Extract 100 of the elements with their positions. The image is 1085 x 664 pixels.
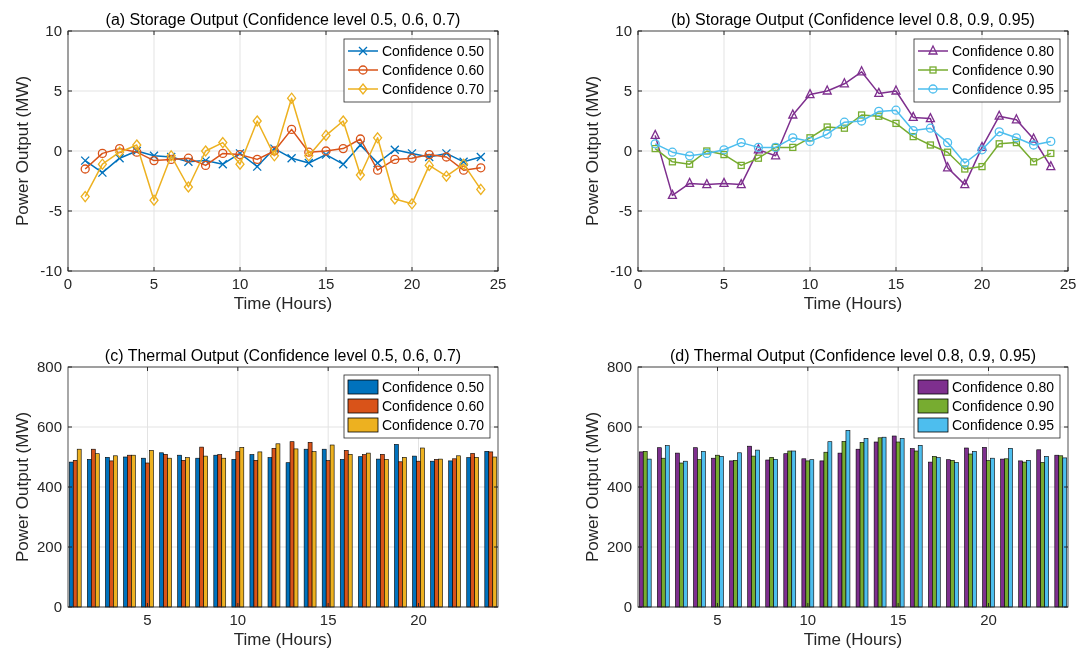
bar	[683, 460, 688, 608]
point	[925, 112, 936, 123]
point	[736, 137, 746, 148]
y-tick-label: -10	[610, 262, 632, 279]
x-tick-label: 10	[801, 275, 819, 292]
bar	[827, 441, 833, 608]
point	[857, 111, 866, 119]
bar	[456, 455, 461, 608]
bar	[94, 453, 100, 608]
y-tick-label: 0	[53, 142, 62, 159]
bar	[347, 454, 353, 608]
point	[476, 152, 486, 162]
bar	[257, 451, 263, 608]
bar	[239, 447, 245, 608]
x-tick-label: 10	[229, 611, 247, 628]
point	[476, 183, 486, 196]
point	[995, 140, 1003, 148]
point	[321, 129, 331, 142]
point	[667, 189, 678, 200]
point	[200, 145, 211, 157]
point	[286, 153, 297, 163]
point	[1046, 160, 1056, 171]
point	[770, 150, 781, 160]
point	[737, 161, 745, 170]
point	[390, 145, 400, 155]
point	[183, 181, 194, 193]
x-axis-title: Time (Hours)	[803, 294, 903, 313]
bar	[701, 451, 706, 608]
y-axis-title: Power Output (MW)	[583, 411, 602, 563]
point	[684, 177, 695, 188]
point	[183, 157, 194, 167]
point	[960, 158, 970, 168]
point	[978, 162, 986, 171]
bar	[899, 438, 905, 608]
point	[218, 136, 228, 149]
point	[441, 148, 452, 159]
bar	[167, 457, 172, 608]
point	[650, 139, 660, 149]
point	[720, 150, 728, 159]
point	[97, 167, 108, 178]
point	[1028, 133, 1039, 143]
legend-label: Confidence 0.70	[382, 417, 485, 433]
point	[822, 85, 832, 95]
point	[977, 141, 987, 152]
bar	[809, 459, 815, 608]
point	[149, 194, 159, 206]
bar	[791, 450, 797, 608]
point	[891, 105, 901, 115]
y-tick-label: 200	[36, 538, 62, 555]
bar	[365, 452, 371, 608]
y-tick-label: 600	[606, 418, 632, 435]
y-tick-label: 10	[615, 22, 632, 39]
x-tick-label: 5	[143, 611, 152, 628]
point	[994, 110, 1004, 120]
point	[994, 127, 1004, 137]
point	[703, 147, 711, 155]
x-tick-label: 15	[887, 275, 905, 292]
point	[441, 152, 452, 162]
legend-label: Confidence 0.60	[382, 398, 485, 414]
y-tick-label: 10	[45, 22, 62, 39]
point	[114, 143, 125, 154]
point	[407, 153, 417, 163]
bar	[972, 451, 977, 608]
y-tick-label: -5	[618, 202, 632, 219]
point	[407, 148, 417, 159]
bar	[863, 438, 869, 608]
y-tick-label: 5	[53, 82, 62, 99]
x-tick-label: 5	[719, 275, 729, 292]
point	[977, 145, 987, 155]
y-tick-label: 200	[606, 538, 632, 555]
point	[839, 78, 850, 88]
chart-title: (b) Storage Output (Confidence level 0.8, 0.9, 0.95)	[671, 11, 1035, 28]
bar	[715, 454, 720, 608]
bar	[474, 457, 479, 608]
point	[840, 124, 849, 132]
point	[183, 153, 194, 163]
point	[252, 161, 262, 172]
point	[823, 123, 831, 131]
bar	[845, 430, 851, 608]
point	[856, 66, 867, 76]
bar	[719, 456, 724, 608]
point	[719, 177, 729, 188]
x-axis-title: Time (Hours)	[233, 630, 333, 649]
point	[390, 154, 400, 165]
y-tick-label: 0	[53, 598, 62, 615]
bar	[185, 457, 190, 608]
bar	[917, 445, 923, 608]
point	[269, 150, 280, 162]
bar	[954, 462, 959, 608]
x-tick-label: 15	[889, 611, 907, 628]
point	[372, 132, 383, 144]
point	[338, 159, 348, 169]
x-tick-label: 15	[319, 611, 337, 628]
bar	[1062, 457, 1068, 608]
bar	[76, 448, 82, 608]
bar	[221, 457, 227, 608]
point	[114, 146, 125, 158]
legend-label: Confidence 0.90	[952, 62, 1055, 78]
point	[149, 155, 159, 166]
point	[875, 112, 883, 120]
